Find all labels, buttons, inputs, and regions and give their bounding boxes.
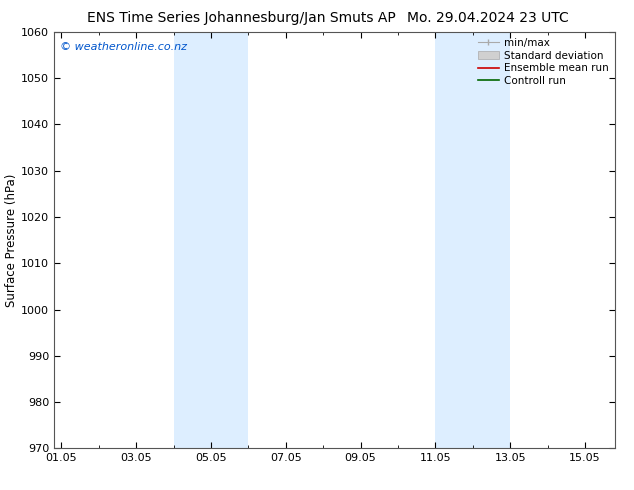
Bar [174, 32, 205, 448]
Legend: min/max, Standard deviation, Ensemble mean run, Controll run: min/max, Standard deviation, Ensemble me… [475, 35, 612, 89]
Bar [467, 32, 510, 448]
Y-axis label: Surface Pressure (hPa): Surface Pressure (hPa) [5, 173, 18, 307]
Text: © weatheronline.co.nz: © weatheronline.co.nz [60, 42, 186, 52]
Bar [205, 32, 249, 448]
Text: Mo. 29.04.2024 23 UTC: Mo. 29.04.2024 23 UTC [407, 11, 569, 25]
Text: ENS Time Series Johannesburg/Jan Smuts AP: ENS Time Series Johannesburg/Jan Smuts A… [87, 11, 395, 25]
Bar [436, 32, 467, 448]
